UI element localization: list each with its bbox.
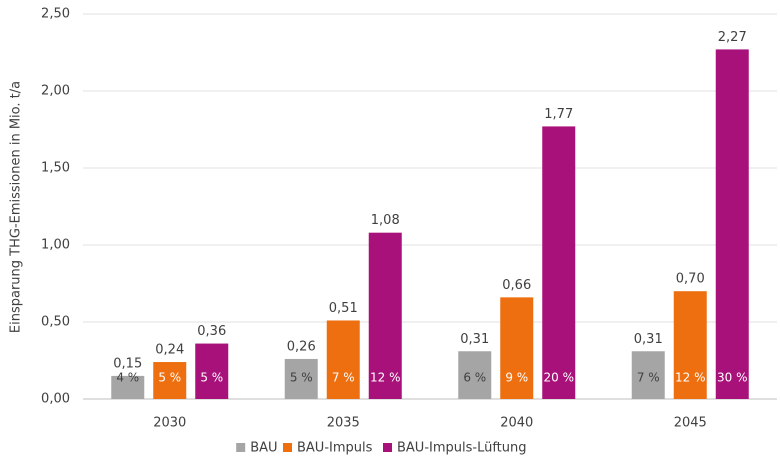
value-label: 1,08 <box>371 213 400 228</box>
bar <box>715 49 749 400</box>
share-label: 6 % <box>463 371 486 385</box>
y-tick-label: 0,00 <box>41 392 70 407</box>
bar <box>458 351 492 399</box>
x-tick-label: 2030 <box>153 416 186 431</box>
share-label: 5 % <box>290 371 313 385</box>
bar <box>284 358 318 399</box>
value-label: 2,27 <box>718 30 747 45</box>
bar <box>673 291 707 399</box>
bar <box>368 232 402 399</box>
y-axis-title: Einsparung THG-Emissionen in Mio. t/a <box>9 81 24 333</box>
value-label: 0,15 <box>113 356 142 371</box>
value-label: 0,66 <box>502 278 531 293</box>
share-label: 5 % <box>200 371 223 385</box>
legend-swatch <box>383 443 392 452</box>
value-label: 0,26 <box>287 339 316 354</box>
share-label: 30 % <box>717 371 748 385</box>
legend-swatch <box>236 443 246 452</box>
share-label: 4 % <box>116 371 139 385</box>
bar <box>111 375 145 399</box>
value-label: 0,31 <box>460 332 489 347</box>
value-label: 1,77 <box>544 107 573 122</box>
value-label: 0,51 <box>329 301 358 316</box>
legend-label: BAU-Impuls-Lüftung <box>397 441 527 456</box>
value-label: 0,36 <box>197 324 226 339</box>
value-label: 0,70 <box>676 272 705 287</box>
value-label: 0,24 <box>155 343 184 358</box>
bar <box>631 351 665 399</box>
share-label: 9 % <box>505 371 528 385</box>
share-label: 7 % <box>332 371 355 385</box>
y-tick-label: 1,50 <box>41 161 70 176</box>
share-label: 20 % <box>544 371 575 385</box>
x-tick-label: 2045 <box>674 416 707 431</box>
bar <box>500 297 534 399</box>
x-tick-label: 2035 <box>327 416 360 431</box>
legend-swatch <box>283 443 292 452</box>
share-label: 5 % <box>158 371 181 385</box>
bar <box>326 320 360 399</box>
legend-label: BAU <box>250 441 277 456</box>
bar <box>153 362 187 399</box>
y-tick-label: 1,00 <box>41 238 70 253</box>
x-tick-label: 2040 <box>500 416 533 431</box>
y-tick-label: 2,50 <box>41 7 70 22</box>
share-label: 12 % <box>370 371 401 385</box>
bar <box>195 343 229 399</box>
bar <box>542 126 576 400</box>
value-label: 0,31 <box>634 332 663 347</box>
legend-label: BAU-Impuls <box>297 441 373 456</box>
y-tick-label: 2,00 <box>41 84 70 99</box>
share-label: 12 % <box>675 371 706 385</box>
y-tick-label: 0,50 <box>41 315 70 330</box>
share-label: 7 % <box>637 371 660 385</box>
